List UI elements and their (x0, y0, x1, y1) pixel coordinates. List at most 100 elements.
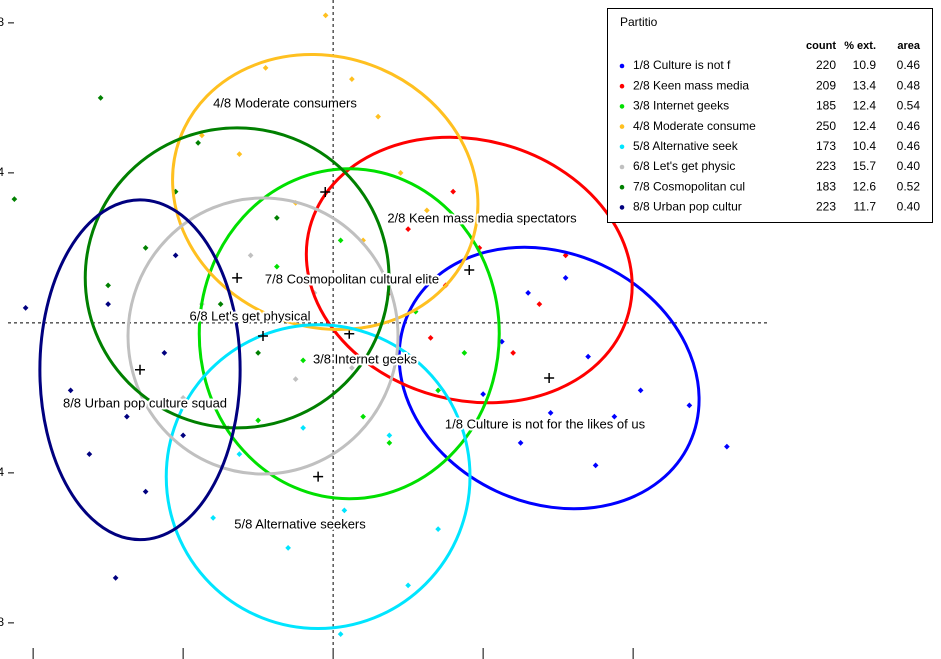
point (236, 451, 243, 457)
point (22, 305, 29, 311)
cluster-label: 4/8 Moderate consumers (213, 95, 357, 110)
point (11, 196, 18, 202)
legend-cell: 12.6 (853, 179, 877, 193)
cluster-label: 1/8 Culture is not for the likes of us (445, 416, 646, 431)
cluster-label: 5/8 Alternative seekers (234, 516, 366, 531)
point (397, 170, 404, 176)
cluster-label: 2/8 Keen mass media spectators (387, 210, 577, 225)
cluster-center (135, 364, 145, 375)
legend-cell: 0.46 (897, 119, 921, 133)
point (180, 432, 186, 439)
point (236, 151, 243, 157)
point (536, 301, 543, 307)
legend: Partitio count % ext. area 1/8 Culture is no… (607, 8, 933, 223)
legend-cell: 10.4 (853, 139, 877, 153)
legend-swatch (619, 144, 625, 150)
point (255, 350, 261, 356)
point (405, 226, 411, 232)
legend-cell: 15.7 (853, 159, 877, 173)
legend-cell: 250 (816, 119, 836, 133)
point (67, 387, 74, 394)
point (195, 140, 201, 146)
legend-title: Partitio (620, 15, 658, 29)
cluster-center (232, 272, 243, 283)
point (386, 440, 393, 446)
point (686, 402, 693, 409)
cluster-ellipse (197, 167, 501, 501)
cluster-ellipse (164, 323, 472, 630)
legend-cell: 183 (816, 179, 836, 193)
cluster-center (544, 373, 555, 383)
legend-name: 8/8 Urban pop cultur (633, 200, 742, 214)
point (247, 252, 254, 259)
point (217, 301, 224, 307)
point (262, 65, 269, 71)
cluster-center (464, 265, 475, 275)
cluster-ellipse (304, 135, 634, 405)
point (525, 290, 531, 296)
legend-swatch (619, 205, 625, 210)
legend-cell: 223 (816, 200, 836, 214)
legend-cell: 0.48 (897, 78, 921, 92)
point (450, 188, 456, 195)
cluster-center (313, 471, 324, 482)
legend-name: 2/8 Keen mass media (633, 78, 749, 92)
y-tick-label: 4 (0, 165, 4, 179)
point (405, 582, 411, 589)
point (322, 12, 329, 19)
point (300, 357, 306, 364)
point (510, 350, 516, 356)
legend-header: area (897, 40, 921, 52)
legend-cell: 12.4 (853, 119, 877, 133)
cluster-label: 7/8 Cosmopolitan cultural elite (265, 271, 439, 286)
point (637, 387, 644, 394)
point (337, 631, 344, 637)
legend-cell: 0.54 (897, 99, 921, 113)
legend-name: 3/8 Internet geeks (633, 99, 729, 113)
point (180, 395, 186, 401)
point (255, 417, 261, 424)
legend-cell: 173 (816, 139, 836, 153)
point (337, 237, 344, 244)
point (105, 301, 111, 307)
legend-swatch (619, 63, 625, 69)
cluster-ellipse (83, 126, 391, 430)
legend-swatch (619, 124, 625, 129)
legend-name: 6/8 Let's get physic (633, 159, 735, 173)
legend-cell: 209 (816, 78, 836, 92)
legend-swatch (619, 83, 625, 89)
legend-cell: 0.46 (897, 58, 921, 72)
legend-cell: 10.9 (853, 58, 877, 72)
point (517, 440, 524, 446)
point (424, 207, 430, 214)
cluster-ellipse (38, 198, 242, 542)
point (427, 335, 434, 341)
legend-cell: 185 (816, 99, 836, 113)
point (585, 353, 591, 360)
point (274, 263, 280, 270)
cluster-ellipse (126, 196, 400, 476)
point (547, 410, 554, 416)
cluster-label: 3/8 Internet geeks (313, 351, 418, 366)
point (105, 282, 111, 289)
point (112, 575, 119, 581)
legend-box (607, 8, 933, 223)
point (349, 365, 355, 371)
legend-header: count (806, 40, 836, 52)
legend-cell: 220 (816, 58, 836, 72)
point (435, 387, 441, 394)
legend-swatch (619, 164, 625, 170)
point (172, 252, 179, 259)
point (386, 432, 393, 439)
legend-name: 7/8 Cosmopolitan cul (633, 179, 745, 193)
y-tick-label: -4 (0, 465, 4, 479)
legend-name: 5/8 Alternative seek (633, 139, 739, 153)
point (274, 215, 280, 221)
point (161, 350, 168, 356)
y-tick-label: 8 (0, 15, 4, 29)
point (341, 507, 348, 514)
point (499, 215, 505, 221)
cluster-center (320, 187, 331, 197)
legend-cell: 11.7 (854, 200, 877, 214)
